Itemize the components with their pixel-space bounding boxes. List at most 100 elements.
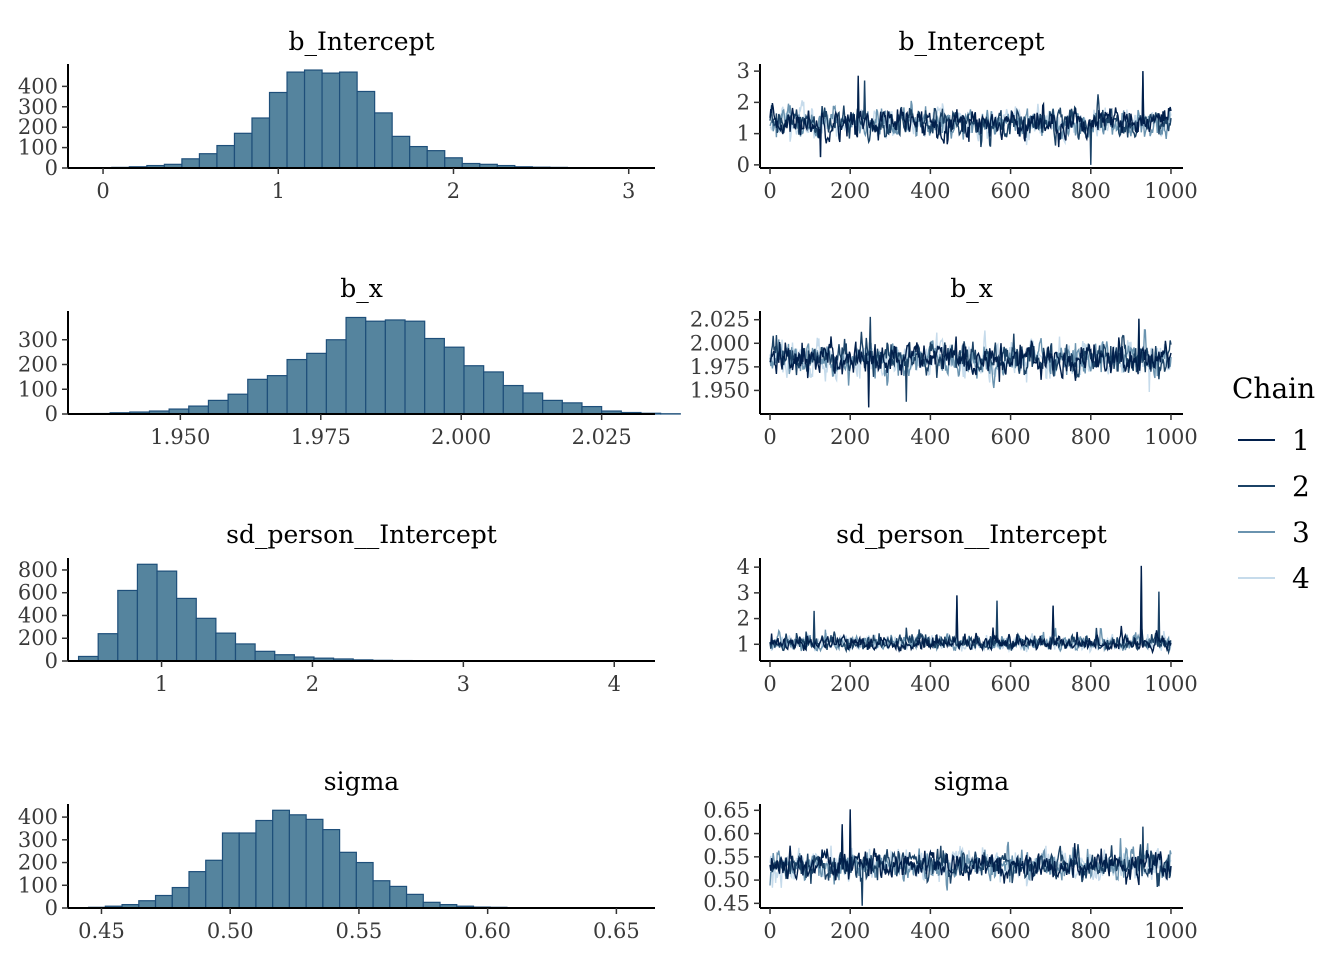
histogram-bar	[502, 384, 524, 415]
legend: Chain 1 2 3 4	[1232, 372, 1315, 595]
x-tick-label: 600	[991, 919, 1031, 943]
trace-lines	[769, 565, 1172, 656]
histogram-bar	[117, 589, 139, 662]
panel-title: sd_person__Intercept	[836, 520, 1107, 549]
histogram-bar	[216, 144, 236, 169]
y-tick-label: 1	[737, 632, 750, 656]
x-tick-label: 2.000	[431, 425, 491, 449]
histogram-bars	[77, 563, 629, 662]
histogram-bar	[207, 399, 229, 415]
histogram-bar	[391, 135, 411, 169]
x-tick-label: 2	[306, 672, 319, 696]
histogram-bar	[205, 859, 224, 909]
legend-title: Chain	[1232, 372, 1315, 405]
histogram-bar	[286, 71, 306, 169]
y-tick-label: 300	[18, 328, 58, 352]
histogram-bar	[405, 893, 424, 909]
histogram-bar	[365, 320, 386, 415]
x-tick-label: 1000	[1144, 425, 1197, 449]
y-tick-label: 100	[18, 873, 58, 897]
x-tick-label: 3	[622, 179, 635, 203]
x-tick-label: 200	[830, 425, 870, 449]
trace-chain-1	[769, 71, 1172, 158]
histogram-bar	[384, 319, 406, 415]
y-tick-label: 0.50	[703, 868, 750, 892]
x-tick-label: 1.950	[150, 425, 210, 449]
y-tick-label: 100	[18, 377, 58, 401]
x-tick-label: 0	[763, 425, 776, 449]
y-tick-label: 2.025	[690, 308, 750, 332]
panel-title: sigma	[934, 767, 1010, 796]
trace-chain-3	[769, 565, 1172, 653]
y-tick-label: 600	[18, 581, 58, 605]
histogram-bar	[356, 90, 376, 169]
histogram-bar	[542, 399, 563, 415]
x-tick-label: 4	[608, 672, 621, 696]
histogram-bar	[251, 117, 271, 169]
panel-title: sd_person__Intercept	[226, 520, 497, 549]
histogram-bar	[198, 153, 218, 169]
x-tick-label: 1.975	[291, 425, 351, 449]
histogram-bar	[424, 337, 445, 415]
histogram-bar	[288, 814, 307, 909]
y-tick-label: 300	[18, 828, 58, 852]
legend-label-4: 4	[1292, 562, 1310, 595]
x-tick-label: 400	[910, 672, 950, 696]
y-tick-label: 300	[18, 95, 58, 119]
x-tick-label: 0	[763, 672, 776, 696]
x-tick-label: 800	[1071, 179, 1111, 203]
x-tick-label: 800	[1071, 672, 1111, 696]
x-tick-label: 0	[763, 179, 776, 203]
legend-label-2: 2	[1292, 470, 1310, 503]
histogram-bar	[463, 365, 485, 415]
y-tick-label: 0	[45, 156, 58, 180]
histogram-bar	[156, 570, 178, 662]
histogram-bar	[303, 69, 323, 169]
histogram-bar	[97, 633, 119, 662]
trace-chain-1	[769, 565, 1172, 655]
histogram-bar	[483, 371, 504, 415]
histogram-bars	[87, 809, 575, 909]
histogram-bar	[181, 158, 201, 169]
y-tick-label: 0.55	[703, 845, 750, 869]
histogram-bar	[374, 112, 393, 169]
histogram-bar	[188, 871, 207, 909]
y-tick-label: 0	[737, 153, 750, 177]
panel-title: b_Intercept	[898, 27, 1044, 56]
histogram-bar	[345, 316, 367, 415]
y-tick-label: 0	[45, 402, 58, 426]
histogram-bar	[522, 392, 544, 415]
panel-title: b_x	[950, 274, 993, 303]
histogram-bar	[221, 832, 240, 909]
y-tick-label: 200	[18, 626, 58, 650]
y-tick-label: 0.45	[703, 891, 750, 915]
x-tick-label: 800	[1071, 919, 1111, 943]
x-tick-label: 0.60	[464, 919, 511, 943]
y-tick-label: 0.60	[703, 822, 750, 846]
histogram-bar	[306, 352, 327, 415]
histogram-bar	[389, 885, 408, 909]
histogram-bar	[561, 402, 583, 415]
trace-lines	[769, 809, 1172, 906]
histogram-bar	[404, 320, 426, 415]
y-tick-label: 1.975	[690, 355, 750, 379]
y-tick-label: 0	[45, 649, 58, 673]
histogram-bar	[426, 150, 446, 169]
panel-title: b_Intercept	[288, 27, 434, 56]
x-tick-label: 1	[272, 179, 285, 203]
histogram-bar	[322, 828, 341, 909]
panel-trace-0: b_Intercept 0 200 400 600 800 1000 0 1 2 3	[737, 27, 1198, 203]
histogram-bar	[234, 643, 256, 662]
histogram-bar	[355, 861, 374, 909]
x-tick-label: 0	[96, 179, 109, 203]
histogram-bar	[272, 809, 291, 909]
x-tick-label: 2	[447, 179, 460, 203]
histogram-bars	[70, 316, 681, 415]
